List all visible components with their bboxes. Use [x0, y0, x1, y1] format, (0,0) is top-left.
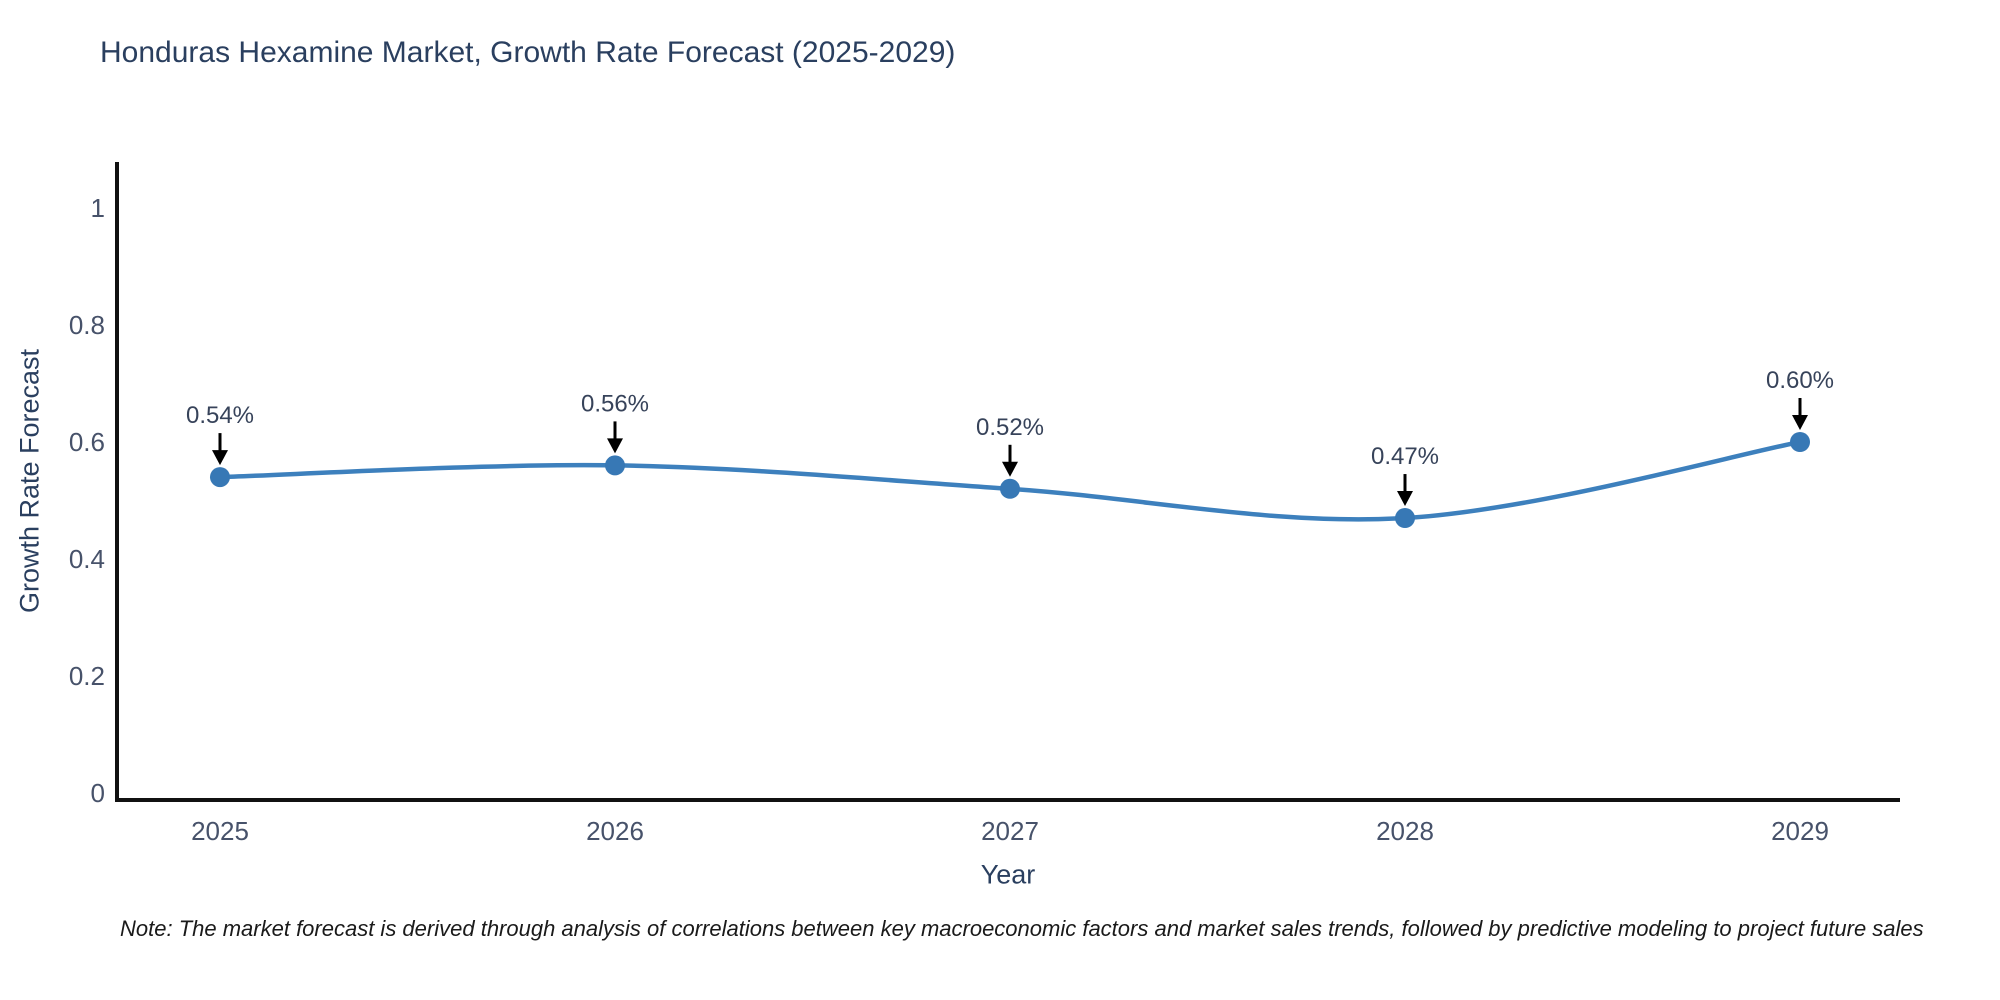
point-value-label: 0.52%	[976, 414, 1044, 441]
y-tick-label: 0.6	[69, 427, 105, 457]
y-tick-label: 1	[91, 193, 105, 223]
data-point-marker	[605, 455, 625, 476]
point-value-label: 0.47%	[1371, 443, 1439, 470]
x-tick-label: 2027	[981, 816, 1039, 846]
point-value-label: 0.60%	[1766, 367, 1834, 394]
y-tick-label: 0	[91, 778, 105, 808]
x-tick-label: 2028	[1376, 816, 1434, 846]
x-tick-label: 2026	[586, 816, 644, 846]
data-point-marker	[1395, 508, 1415, 529]
y-tick-label: 0.8	[69, 310, 105, 340]
annotation-arrow-head	[1792, 415, 1808, 430]
x-tick-label: 2025	[191, 816, 249, 846]
y-tick-label: 0.2	[69, 661, 105, 691]
annotation-arrow-head	[1397, 491, 1413, 507]
point-value-label: 0.56%	[581, 390, 649, 417]
data-point-marker	[210, 467, 230, 488]
data-point-marker	[1790, 432, 1810, 452]
point-value-label: 0.54%	[186, 402, 254, 429]
annotation-arrow-head	[212, 450, 228, 466]
data-point-marker	[1000, 478, 1020, 499]
chart-title: Honduras Hexamine Market, Growth Rate Fo…	[100, 36, 956, 69]
footnote: Note: The market forecast is derived thr…	[120, 916, 1924, 941]
y-tick-label: 0.4	[69, 544, 105, 574]
x-tick-label: 2029	[1771, 816, 1829, 846]
annotation-arrow-head	[1002, 461, 1018, 477]
annotation-arrow-head	[607, 438, 623, 454]
x-axis-title: Year	[980, 859, 1036, 890]
